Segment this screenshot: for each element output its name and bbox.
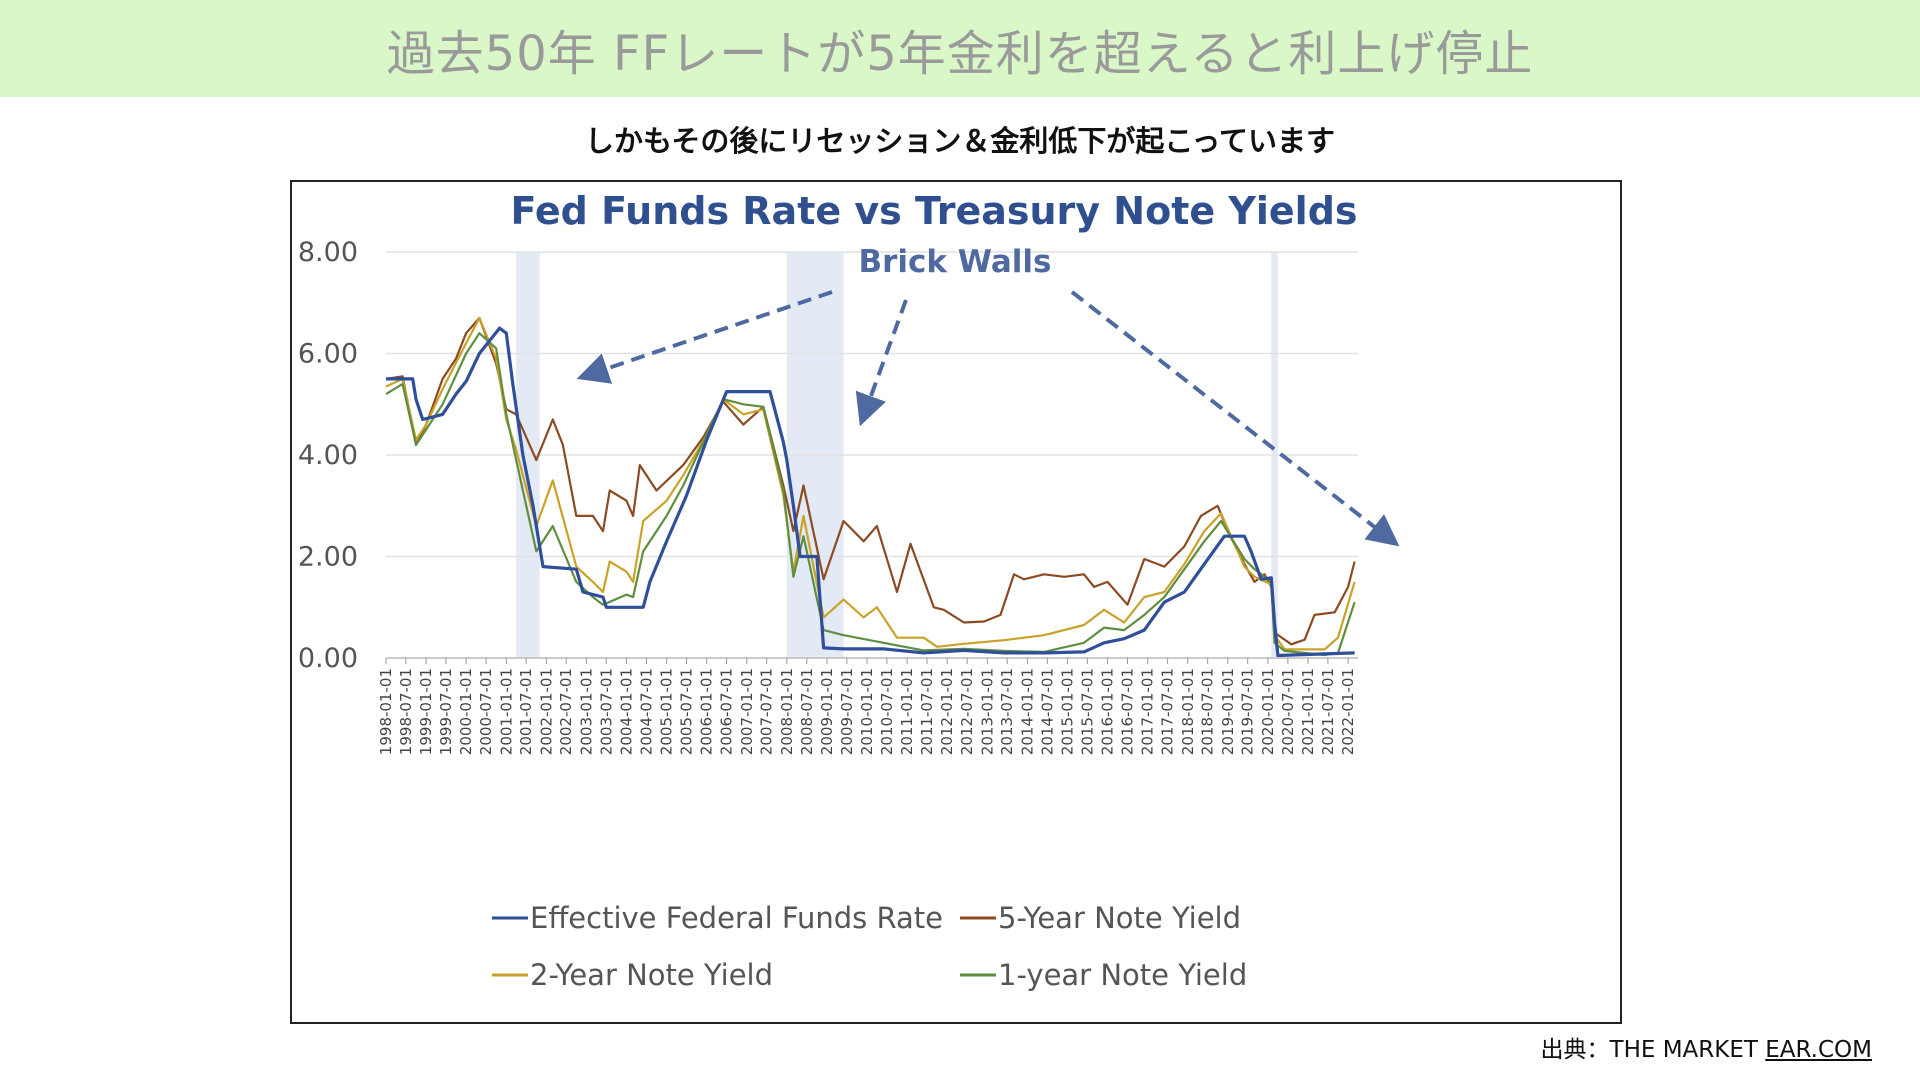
annotation-arrow-2 <box>1070 290 1400 547</box>
x-tick-label: 2011-01-01 <box>898 668 916 755</box>
x-tick-label: 2013-01-01 <box>978 668 996 755</box>
x-tick-label: 2006-07-01 <box>718 668 736 755</box>
x-tick-label: 1999-07-01 <box>437 668 455 755</box>
y-tick-label: 2.00 <box>298 542 358 573</box>
x-tick-label: 2004-07-01 <box>637 668 655 755</box>
x-tick-label: 2015-07-01 <box>1078 668 1096 755</box>
x-tick-label: 2021-07-01 <box>1319 668 1337 755</box>
chart-title: Fed Funds Rate vs Treasury Note Yields <box>510 189 1357 233</box>
x-tick-label: 2017-01-01 <box>1139 668 1157 755</box>
series-line-3 <box>385 332 1356 657</box>
x-tick-label: 2005-01-01 <box>658 668 676 755</box>
x-tick-label: 2010-01-01 <box>858 668 876 755</box>
y-tick-label: 8.00 <box>298 237 358 268</box>
x-tick-label: 2022-01-01 <box>1339 668 1357 755</box>
x-tick-label: 2021-01-01 <box>1299 668 1317 755</box>
y-axis: 0.00 2.00 4.00 6.00 8.00 <box>298 237 358 674</box>
series-lines <box>385 316 1356 658</box>
x-tick-label: 2006-01-01 <box>698 668 716 755</box>
x-tick-label: 2010-07-01 <box>878 668 896 755</box>
x-axis: 1998-01-01 1998-07-01 1999-01-01 1999-07-01… <box>377 658 1357 755</box>
x-tick-label: 2000-01-01 <box>457 668 475 755</box>
x-tick-label: 2014-01-01 <box>1018 668 1036 755</box>
x-tick-label: 2018-07-01 <box>1199 668 1217 755</box>
x-tick-label: 2007-01-01 <box>738 668 756 755</box>
x-tick-label: 2008-01-01 <box>778 668 796 755</box>
x-tick-label: 2009-01-01 <box>818 668 836 755</box>
x-tick-label: 2019-07-01 <box>1239 668 1257 755</box>
x-tick-label: 2002-01-01 <box>537 668 555 755</box>
x-tick-label: 2001-07-01 <box>517 668 535 755</box>
x-tick-label: 2009-07-01 <box>838 668 856 755</box>
banner-title: 過去50年 FFレートが5年金利を超えると利上げ停止 <box>386 25 1534 82</box>
x-tick-label: 2008-07-01 <box>798 668 816 755</box>
x-tick-label: 1998-07-01 <box>397 668 415 755</box>
source-credit: 出典：THE MARKET EAR.COM <box>1541 1030 1872 1064</box>
series-line-0 <box>386 326 1355 658</box>
source-link[interactable]: EAR.COM <box>1765 1037 1872 1063</box>
legend-label: 1-year Note Yield <box>998 958 1247 992</box>
x-tick-label: 2004-01-01 <box>617 668 635 755</box>
x-tick-label: 2014-07-01 <box>1038 668 1056 755</box>
x-tick-label: 2020-01-01 <box>1259 668 1277 755</box>
chart-frame: Fed Funds Rate vs Treasury Note Yields 0… <box>290 180 1622 1024</box>
legend-label: 5-Year Note Yield <box>998 901 1241 935</box>
subtitle: しかもその後にリセッション＆金利低下が起こっています <box>585 124 1335 158</box>
line-chart: Fed Funds Rate vs Treasury Note Yields 0… <box>298 189 1400 992</box>
brick-walls-annotation: Brick Walls <box>576 244 1400 547</box>
x-tick-label: 2019-01-01 <box>1219 668 1237 755</box>
x-tick-label: 2018-01-01 <box>1179 668 1197 755</box>
x-tick-label: 2001-01-01 <box>497 668 515 755</box>
y-tick-label: 4.00 <box>298 440 358 471</box>
legend-label: Effective Federal Funds Rate <box>530 901 943 935</box>
source-prefix: 出典：THE MARKET <box>1540 1037 1766 1063</box>
x-tick-label: 2016-01-01 <box>1099 668 1117 755</box>
x-tick-label: 2013-07-01 <box>998 668 1016 755</box>
x-tick-label: 2012-01-01 <box>938 668 956 755</box>
x-tick-label: 1999-01-01 <box>417 668 435 755</box>
gridlines <box>386 251 1358 659</box>
title-banner: 過去50年 FFレートが5年金利を超えると利上げ停止 <box>0 0 1920 97</box>
x-tick-label: 2002-07-01 <box>557 668 575 755</box>
x-tick-label: 2012-07-01 <box>958 668 976 755</box>
y-tick-label: 0.00 <box>298 643 358 674</box>
x-tick-label: 2015-01-01 <box>1058 668 1076 755</box>
y-tick-label: 6.00 <box>298 339 358 370</box>
legend-label: 2-Year Note Yield <box>530 958 773 992</box>
x-tick-label: 2007-07-01 <box>758 668 776 755</box>
x-tick-label: 2017-07-01 <box>1159 668 1177 755</box>
x-tick-label: 2020-07-01 <box>1279 668 1297 755</box>
x-tick-label: 2005-07-01 <box>678 668 696 755</box>
legend: Effective Federal Funds Rate 5-Year Note … <box>492 901 1247 992</box>
x-tick-label: 2003-07-01 <box>597 668 615 755</box>
x-tick-label: 2003-01-01 <box>577 668 595 755</box>
x-tick-label: 1998-01-01 <box>377 668 395 755</box>
x-tick-label: 2000-07-01 <box>477 668 495 755</box>
annotation-label: Brick Walls <box>858 244 1051 280</box>
annotation-arrow-1 <box>855 299 908 427</box>
x-tick-label: 2016-07-01 <box>1119 668 1137 755</box>
x-tick-label: 2011-07-01 <box>918 668 936 755</box>
